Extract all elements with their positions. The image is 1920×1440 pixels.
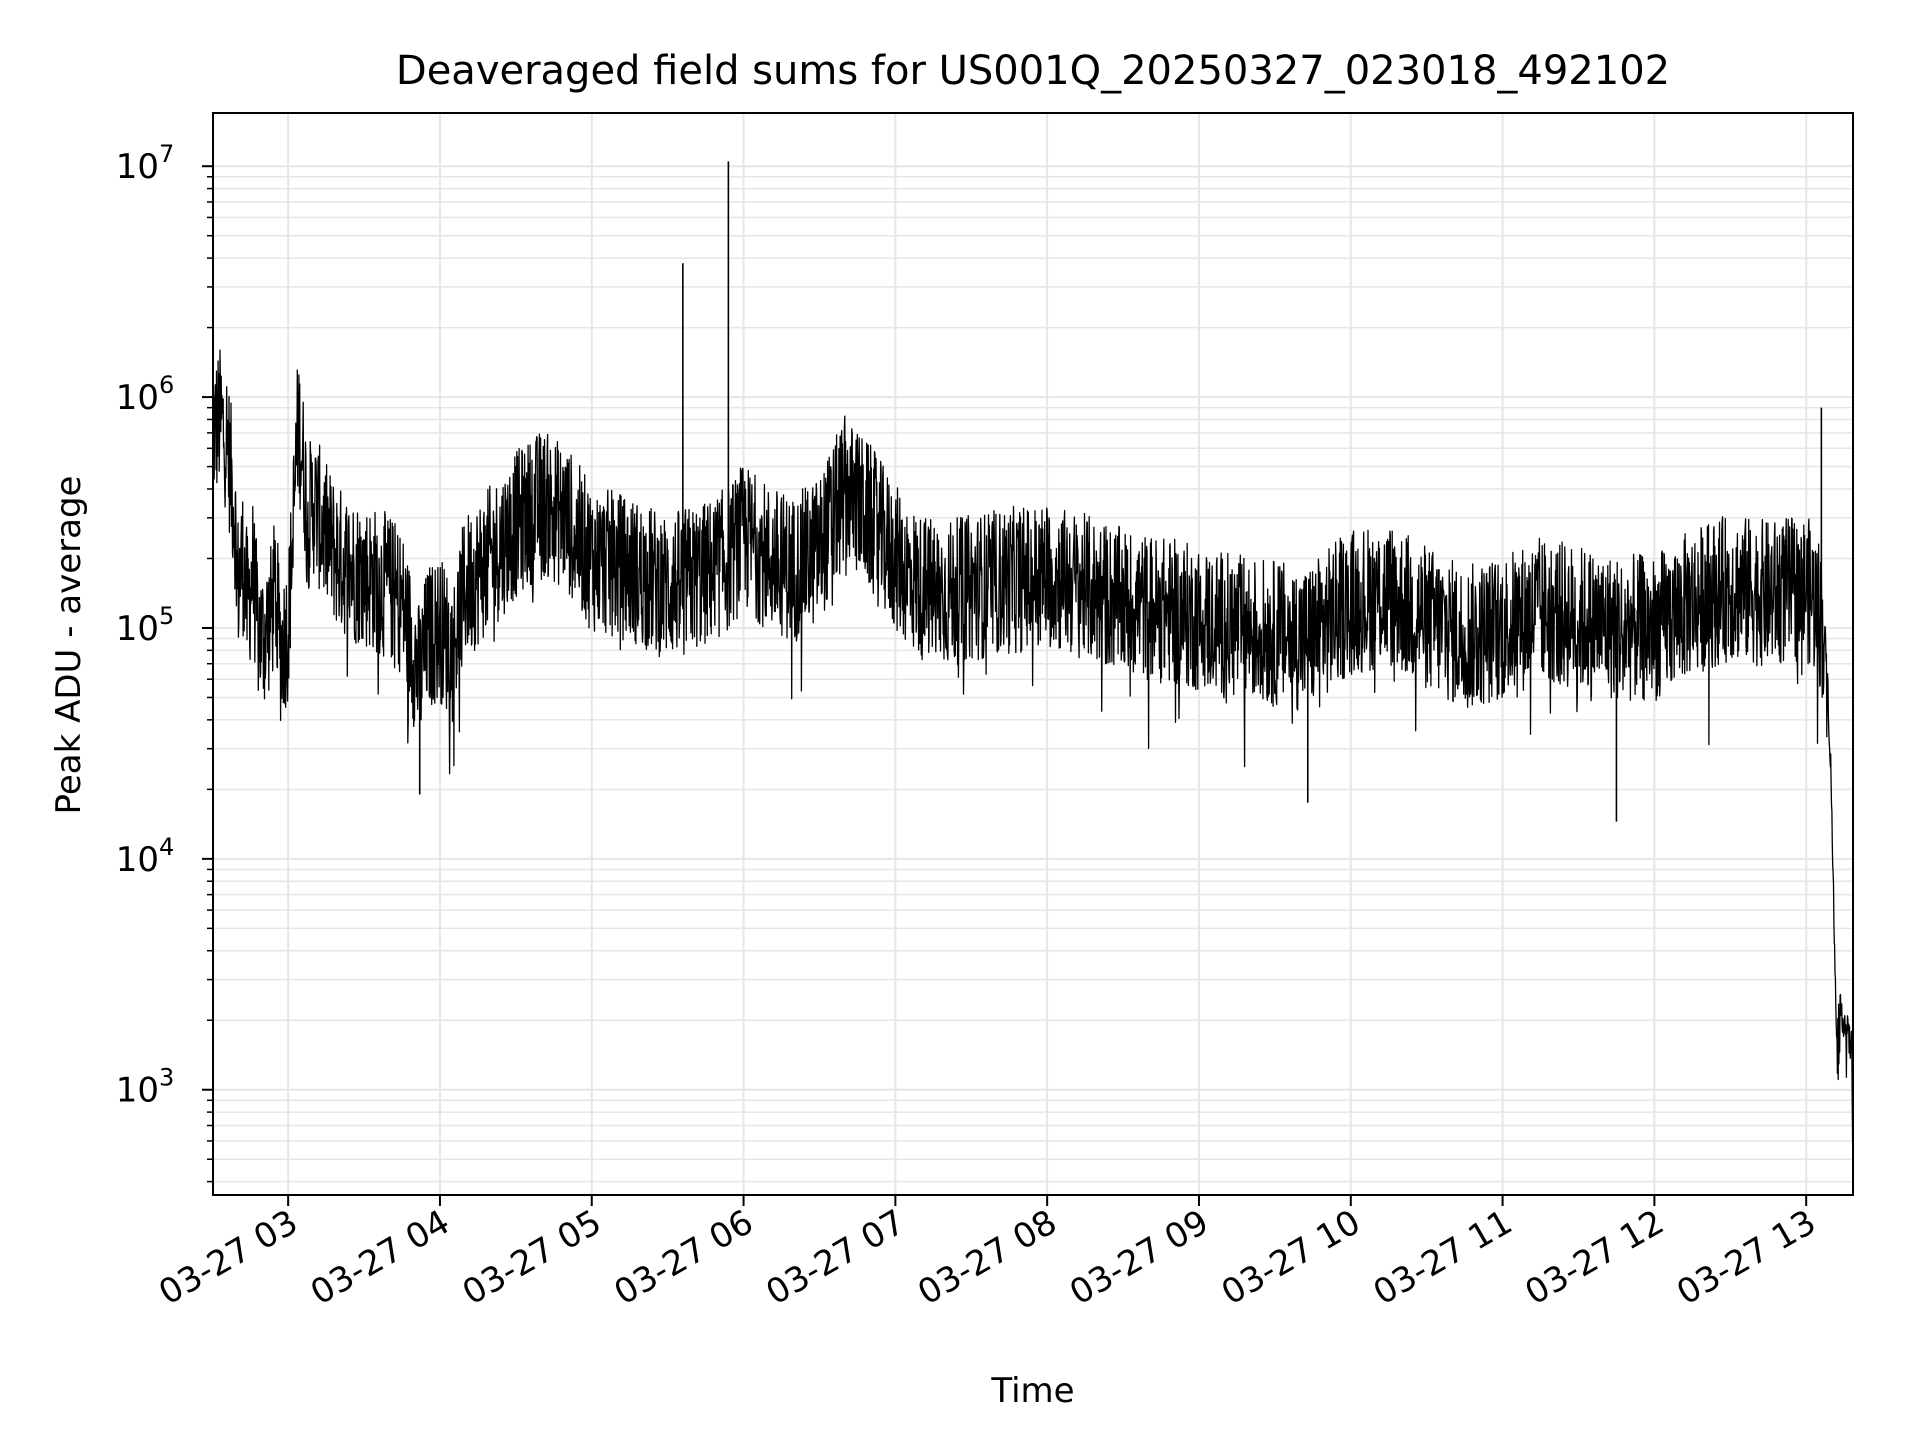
plot-frame [212, 112, 1854, 1196]
x-axis-label: Time [990, 1371, 1074, 1411]
y-axis-label: Peak ADU - average [49, 476, 89, 815]
y-tick-label: 105 [116, 602, 175, 649]
series-line [212, 349, 1854, 1177]
chart-title: Deaveraged field sums for US001Q_2025032… [396, 48, 1670, 94]
series-group [212, 161, 1854, 1177]
y-tick-label: 106 [116, 371, 175, 418]
y-tick-label: 104 [116, 833, 175, 880]
y-tick-label: 103 [116, 1064, 175, 1111]
y-tick-label: 107 [116, 140, 175, 187]
